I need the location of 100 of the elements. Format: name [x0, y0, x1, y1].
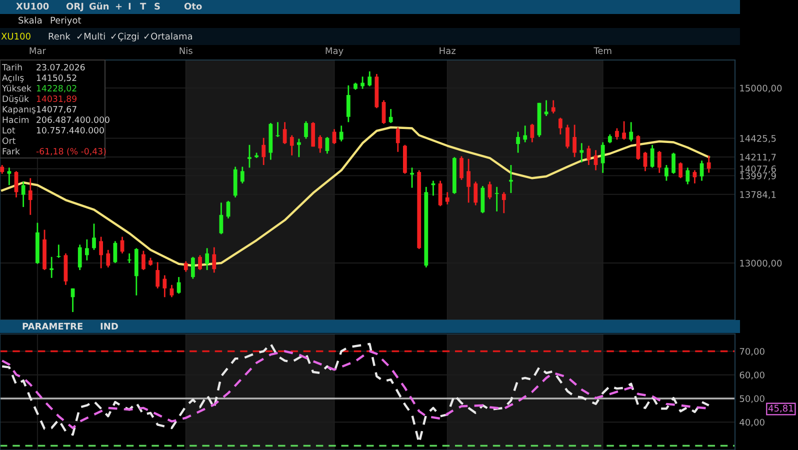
line-series [1, 126, 710, 267]
candlestick [530, 123, 534, 143]
annotation: Yüksek [2, 84, 32, 92]
candlestick [240, 166, 244, 184]
candlestick [615, 128, 619, 140]
candlestick [184, 260, 188, 272]
annotation: 14228,02 [36, 84, 76, 92]
candlestick [502, 191, 506, 214]
text: + [116, 4, 122, 10]
candlestick [219, 202, 224, 235]
y-tick-label: 13000,00 [740, 260, 782, 268]
y-tick-label: 14425,5 [740, 135, 776, 143]
candlestick [586, 145, 591, 166]
candlestick [706, 154, 711, 174]
y-tick-label: 40,00 [740, 418, 764, 427]
x-tick-label: May [326, 47, 344, 56]
candlestick [205, 247, 210, 271]
candlestick [190, 256, 195, 280]
annotation: Açılış [2, 74, 24, 83]
candlestick [84, 238, 89, 262]
candlestick [643, 151, 648, 172]
candlestick [7, 166, 12, 186]
candlestick [346, 84, 350, 123]
annotation: 10.757.440.000 [36, 126, 104, 134]
text: I [128, 2, 131, 10]
text: Oto [184, 2, 202, 10]
candlestick [78, 244, 82, 271]
candlestick [466, 158, 471, 204]
annotation: 206.487.400.000 [36, 116, 110, 123]
text: Gün [89, 2, 109, 10]
candlestick [388, 108, 393, 124]
candlestick [248, 144, 252, 168]
candlestick [156, 261, 160, 290]
y-tick-label: 13997,9 [740, 172, 776, 180]
annotation: 14150,52 [36, 74, 76, 82]
y-tick-label: 13784,1 [740, 191, 776, 199]
text: PARAMETRE [22, 322, 82, 330]
candlestick [664, 164, 668, 182]
candlestick [176, 276, 181, 294]
y-tick-label: 15000,00 [740, 84, 782, 92]
y-tick-label: 50,00 [740, 395, 764, 403]
annotation: 23.07.2026 [36, 64, 85, 70]
text: S [154, 2, 160, 10]
candlestick [396, 126, 400, 153]
candlestick [494, 186, 499, 212]
candlestick [650, 144, 654, 168]
candlestick [678, 162, 683, 179]
candlestick [523, 124, 528, 143]
x-tick-label: Mar [30, 47, 46, 54]
annotation: Düşük [2, 95, 29, 104]
candlestick [629, 121, 634, 142]
candlestick [600, 142, 605, 174]
candlestick [566, 124, 570, 150]
candlestick [21, 180, 26, 208]
text: ✓Çizgi [111, 32, 139, 42]
candlestick [162, 274, 167, 298]
text: ✓Ortalama [144, 32, 192, 40]
x-tick-label: Tem [594, 47, 612, 54]
annotation: -61,18 (% -0,43) [36, 148, 106, 156]
candlestick [438, 180, 442, 207]
candlestick [170, 284, 174, 298]
candlestick [558, 117, 562, 136]
candlestick [382, 100, 386, 125]
x-tick-label: Haz [440, 47, 456, 54]
candlestick [339, 124, 344, 142]
annotation: Hacim [2, 116, 29, 123]
candlestick [92, 222, 96, 251]
candlestick [460, 156, 464, 181]
annotation: 14077,67 [36, 106, 76, 114]
candlestick [657, 150, 662, 174]
candlestick [304, 120, 308, 140]
candlestick [368, 70, 372, 87]
annotation: Fark [2, 148, 20, 154]
candlestick [318, 134, 322, 154]
text: T [140, 2, 146, 10]
text: ✓Multi [77, 32, 105, 40]
candlestick [290, 134, 294, 156]
candlestick [580, 142, 584, 164]
candlestick [99, 236, 104, 269]
candlestick [544, 100, 548, 117]
annotation: Tarih [2, 64, 22, 70]
text: Skala [18, 16, 42, 24]
candlestick [142, 250, 146, 271]
y-tick-label: 70,00 [740, 348, 764, 356]
candlestick [516, 131, 520, 154]
y-tick-label: 14077,6 [740, 165, 776, 174]
y-tick-label: 14211,7 [740, 154, 776, 162]
y-tick-label: 60,00 [740, 372, 764, 380]
annotation: Kapanış [2, 106, 36, 114]
candlestick [56, 244, 61, 258]
text: IND [100, 322, 118, 330]
candlestick [262, 137, 266, 166]
candlestick [311, 121, 316, 148]
candlestick [572, 124, 577, 158]
candlestick [198, 254, 202, 271]
candlestick [106, 249, 110, 268]
candlestick [212, 246, 216, 274]
candlestick [672, 152, 676, 174]
text: Periyot [50, 16, 82, 26]
text: ORJ [66, 2, 84, 12]
